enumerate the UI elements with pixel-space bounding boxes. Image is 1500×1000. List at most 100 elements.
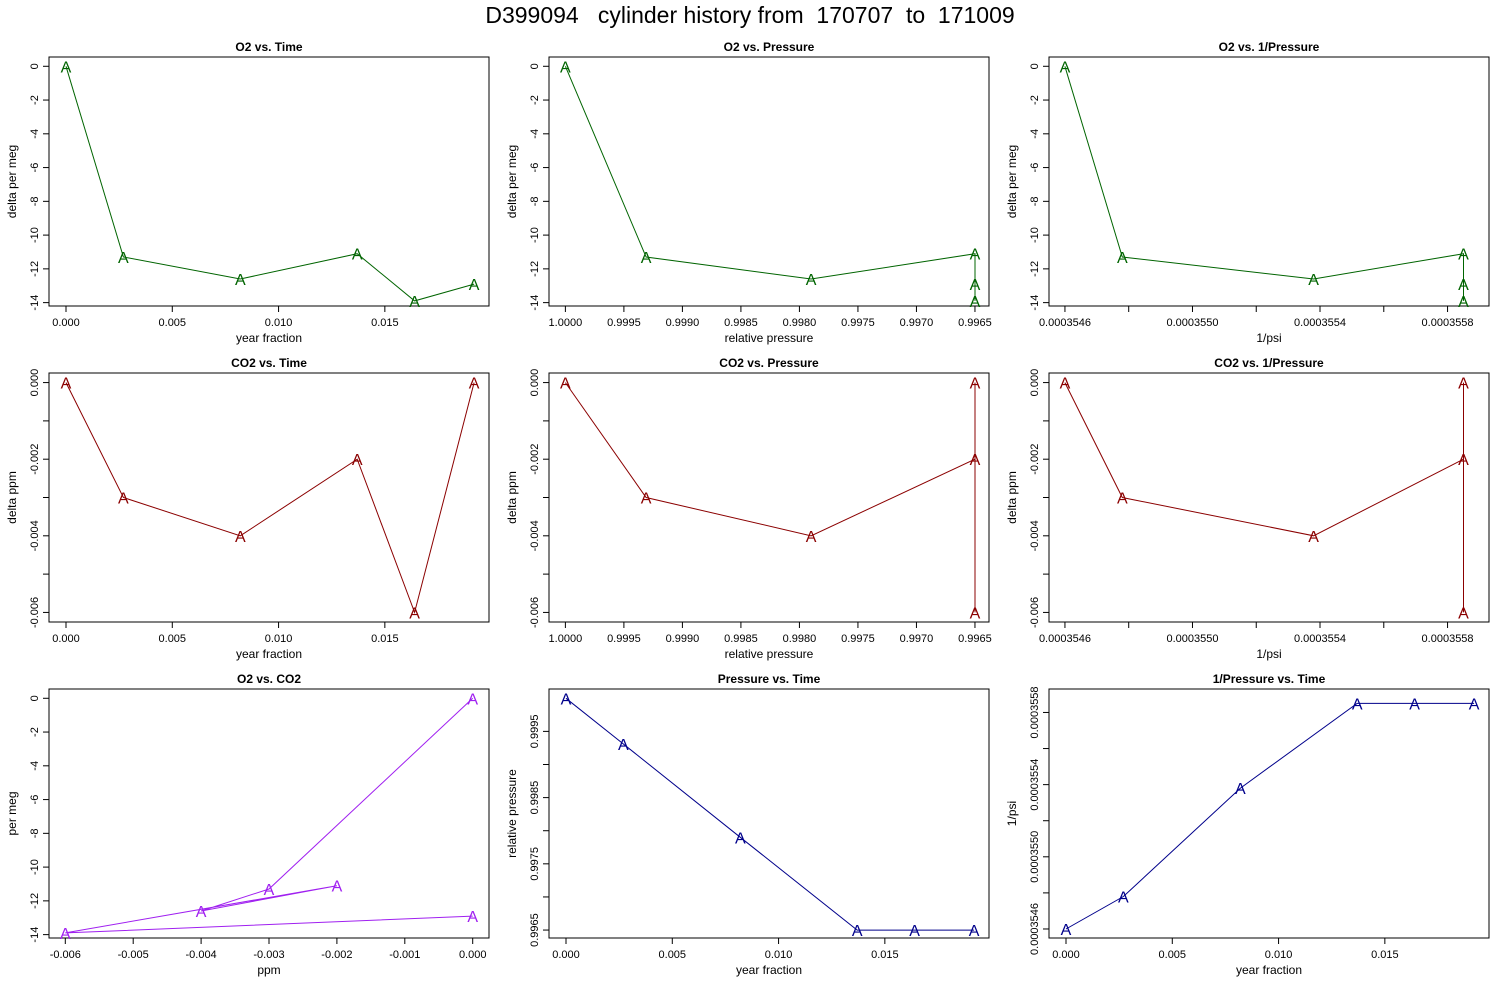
y-tick-label: -2 [29, 95, 41, 105]
chart-title: CO2 vs. Time [231, 356, 307, 370]
x-tick-label: 0.9970 [900, 317, 934, 329]
series-line [1064, 382, 1464, 613]
x-tick-label: 0.000 [52, 633, 80, 645]
y-axis-label: delta ppm [5, 471, 19, 524]
data-point: A [1409, 696, 1420, 713]
data-point: A [352, 452, 363, 469]
data-point: A [1458, 605, 1469, 622]
x-tick-label: 0.015 [371, 633, 399, 645]
x-tick-label: 0.010 [265, 317, 293, 329]
x-tick-label: 0.015 [871, 949, 899, 961]
x-tick-label: 0.9995 [607, 633, 641, 645]
chart-panel-5: CO2 vs. Pressure 1.0000 0.9995 0.9990 0.9985… [505, 356, 992, 661]
x-axis-label: year fraction [1236, 963, 1302, 977]
x-tick-label: 0.9995 [607, 317, 641, 329]
x-tick-label: -0.001 [389, 949, 420, 961]
y-tick-label: -6 [1029, 163, 1041, 173]
x-tick-label: 0.005 [159, 317, 187, 329]
y-axis-label: 1/psi [1005, 801, 1019, 826]
y-tick-label: -10 [29, 227, 41, 243]
data-point: A [467, 909, 478, 926]
x-tick-label: 0.9965 [958, 317, 992, 329]
y-tick-label: -10 [1029, 227, 1041, 243]
data-point: A [970, 452, 981, 469]
y-tick-label: -0.006 [1029, 597, 1041, 628]
data-point: A [970, 376, 981, 393]
y-axis-label: delta ppm [505, 471, 519, 524]
y-tick-label: -4 [529, 129, 541, 139]
x-tick-label: 0.000 [52, 317, 80, 329]
y-tick-label: 0.0003554 [1029, 759, 1041, 811]
chart-title: O2 vs. Time [235, 40, 302, 54]
data-point: A [560, 59, 571, 76]
plot-frame [548, 56, 990, 307]
data-point: A [1118, 890, 1129, 907]
data-point: A [641, 250, 652, 267]
chart-panel-6: CO2 vs. 1/Pressure 0.0003546 0.0003550 0.00… [1005, 356, 1490, 661]
series-line [565, 697, 975, 931]
y-tick-label: -12 [29, 261, 41, 277]
x-tick-label: 1.0000 [549, 633, 583, 645]
plot-frame [48, 372, 490, 623]
x-tick-label: 0.0003554 [1294, 317, 1346, 329]
data-point: A [969, 923, 980, 940]
x-tick-label: 0.010 [265, 633, 293, 645]
series-line [564, 382, 976, 613]
y-axis-label: per meg [5, 791, 19, 835]
y-tick-label: -6 [529, 163, 541, 173]
y-tick-label: 0.000 [29, 369, 41, 397]
plot-frame [1048, 688, 1490, 939]
x-tick-label: 0.000 [552, 949, 580, 961]
y-tick-label: -8 [1029, 196, 1041, 206]
x-tick-label: 0.9985 [724, 317, 758, 329]
y-axis-label: relative pressure [505, 769, 519, 858]
y-tick-label: -0.002 [1029, 444, 1041, 475]
y-tick-label: 0.000 [1029, 369, 1041, 397]
x-tick-label: 0.0003546 [1039, 633, 1091, 645]
data-point: A [1061, 922, 1072, 939]
data-point: A [60, 926, 71, 943]
series-line [65, 66, 475, 302]
x-tick-label: -0.003 [253, 949, 284, 961]
data-point: A [561, 691, 572, 708]
data-point: A [806, 272, 817, 289]
series-line [1064, 66, 1464, 301]
y-tick-label: -0.004 [529, 520, 541, 551]
x-axis-label: year fraction [236, 331, 302, 345]
figure-title: D399094 cylinder history from 170707 to … [485, 2, 1015, 28]
y-tick-label: -2 [29, 727, 41, 737]
chart-title: O2 vs. Pressure [724, 40, 815, 54]
data-point: A [118, 250, 129, 267]
x-tick-label: 0.9990 [666, 633, 700, 645]
x-tick-label: 0.000 [459, 949, 487, 961]
data-point: A [1352, 696, 1363, 713]
data-point: A [1117, 491, 1128, 508]
y-tick-label: -14 [29, 295, 41, 311]
chart-title: O2 vs. 1/Pressure [1219, 40, 1320, 54]
y-tick-label: 0 [529, 63, 541, 69]
data-point: A [806, 529, 817, 546]
chart-title: 1/Pressure vs. Time [1213, 672, 1326, 686]
data-point: A [264, 882, 275, 899]
x-tick-label: 0.015 [371, 317, 399, 329]
series-line [65, 697, 474, 934]
y-tick-label: -4 [1029, 129, 1041, 139]
y-tick-label: -12 [1029, 261, 1041, 277]
plot-frame [48, 688, 490, 939]
plot-frame [548, 372, 990, 623]
y-tick-label: -0.002 [29, 444, 41, 475]
y-tick-label: 0.0003546 [1029, 903, 1041, 955]
series-line [564, 66, 976, 301]
y-tick-label: -0.004 [29, 520, 41, 551]
data-point: A [235, 272, 246, 289]
x-tick-label: 1.0000 [549, 317, 583, 329]
x-tick-label: -0.006 [50, 949, 81, 961]
y-axis-label: delta per meg [5, 145, 19, 218]
y-tick-label: -4 [29, 761, 41, 771]
x-axis-label: 1/psi [1256, 331, 1281, 345]
chart-title: O2 vs. CO2 [237, 672, 301, 686]
data-point: A [909, 923, 920, 940]
x-tick-label: 0.0003558 [1422, 633, 1474, 645]
data-point: A [118, 491, 129, 508]
x-axis-label: relative pressure [725, 331, 814, 345]
